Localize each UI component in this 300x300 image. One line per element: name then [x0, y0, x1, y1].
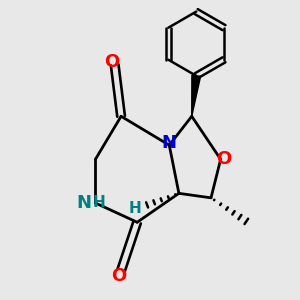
Text: O: O — [104, 53, 120, 71]
Text: H: H — [92, 196, 105, 211]
Polygon shape — [192, 75, 201, 116]
Text: O: O — [216, 150, 232, 168]
Text: O: O — [111, 266, 126, 284]
Text: N: N — [162, 134, 177, 152]
Text: N: N — [76, 194, 92, 212]
Text: H: H — [128, 201, 141, 216]
